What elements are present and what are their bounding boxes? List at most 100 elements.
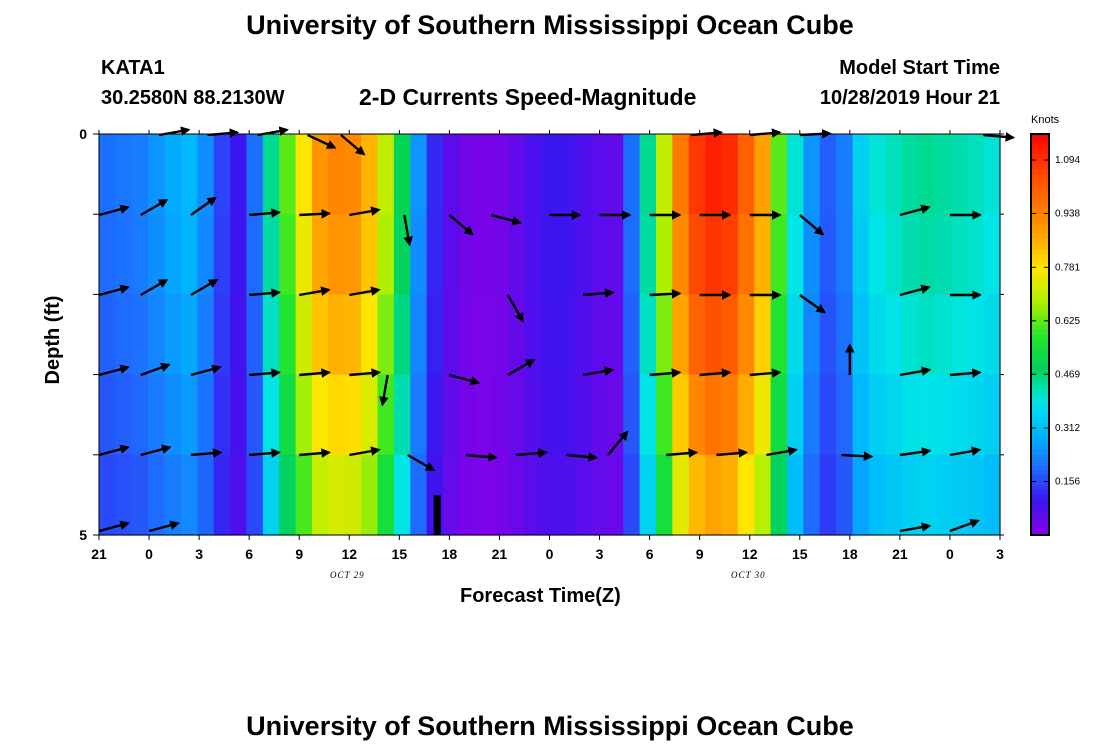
colorbar-step [1031, 394, 1049, 401]
heatmap-cell [148, 214, 166, 295]
current-vector [841, 451, 874, 461]
x-tick-label: 0 [546, 546, 554, 562]
heatmap-cell [213, 134, 231, 215]
x-tick-label: 3 [596, 546, 604, 562]
heatmap-cell [557, 134, 575, 215]
colorbar-step [1031, 244, 1049, 250]
current-vector [506, 294, 524, 323]
colorbar-step [1031, 489, 1049, 496]
heatmap-cell [950, 454, 968, 536]
heatmap-cell [557, 214, 575, 295]
heatmap-cell [803, 134, 821, 215]
colorbar-step [1031, 239, 1049, 245]
x-tick-label: 9 [696, 546, 704, 562]
heatmap-cell [99, 374, 116, 456]
heatmap-cell [197, 294, 215, 376]
heatmap-cell [672, 454, 690, 536]
heatmap-cell [606, 214, 624, 295]
heatmap-cell [737, 214, 755, 295]
colorbar-step [1031, 454, 1049, 461]
heatmap-cell [639, 374, 657, 456]
heatmap-cell [655, 134, 673, 215]
heatmap-cell [885, 374, 903, 456]
colorbar-step [1031, 279, 1049, 285]
y-tick-label: 5 [79, 527, 87, 543]
heatmap-cell [148, 454, 166, 536]
heatmap-cell [246, 294, 264, 376]
colorbar-step [1031, 359, 1049, 366]
colorbar-step [1031, 224, 1049, 230]
heatmap-cell [131, 454, 149, 536]
heatmap-cell [131, 134, 149, 215]
colorbar-step [1031, 409, 1049, 416]
heatmap-cell [311, 374, 329, 456]
heatmap-cell [131, 294, 149, 376]
colorbar-step [1031, 184, 1049, 190]
current-vector [299, 209, 332, 219]
heatmap-cell [705, 454, 723, 536]
current-vector [299, 368, 332, 378]
heatmap-cell [574, 214, 592, 295]
current-vector [582, 288, 615, 298]
heatmap-cell [901, 214, 919, 295]
colorbar-step [1031, 194, 1049, 200]
heatmap-cell [852, 454, 870, 536]
colorbar-step [1031, 314, 1049, 321]
x-tick-label: 18 [842, 546, 858, 562]
colorbar-step [1031, 309, 1049, 316]
heatmap-cell [819, 214, 837, 295]
heatmap-cell [180, 374, 198, 456]
colorbar-step [1031, 369, 1049, 376]
current-vector [949, 446, 982, 457]
heatmap-cell [328, 294, 346, 376]
colorbar-step [1031, 289, 1049, 295]
current-vector [582, 366, 615, 377]
heatmap-cell [131, 374, 149, 456]
heatmap-cell [721, 454, 739, 536]
heatmap-cell [754, 214, 772, 295]
current-vector [98, 364, 130, 377]
x-tick-label: 9 [295, 546, 303, 562]
heatmap-cell [705, 134, 723, 215]
current-vector [190, 196, 217, 216]
colorbar-step [1031, 444, 1049, 451]
x-axis-label: Forecast Time(Z) [460, 585, 621, 607]
heatmap-cell [328, 374, 346, 456]
colorbar-step [1031, 164, 1049, 170]
heatmap-cell [655, 374, 673, 456]
heatmap-cell [590, 294, 608, 376]
x-tick-label: 15 [392, 546, 408, 562]
colorbar-step [1031, 434, 1049, 441]
heatmap-cell [541, 294, 559, 376]
heatmap-cell [819, 454, 837, 536]
heatmap-cell [672, 374, 690, 456]
heatmap-cell [623, 134, 641, 215]
heatmap-cell [983, 134, 1001, 215]
current-vector [899, 447, 932, 457]
current-vector [140, 444, 172, 457]
heatmap-cell [262, 374, 280, 456]
current-vector [899, 284, 931, 297]
heatmap-cell [148, 134, 166, 215]
heatmap-cell [967, 134, 985, 215]
current-vector [98, 520, 130, 533]
heatmap-cell [688, 134, 706, 215]
model-start-label: Model Start Time [839, 57, 1000, 79]
heatmap-cell [311, 454, 329, 536]
heatmap-cell [410, 374, 428, 456]
heatmap-cell [213, 214, 231, 295]
heatmap-cell [443, 294, 460, 376]
colorbar-tick-label: 0.781 [1055, 262, 1080, 273]
heatmap-cell [197, 214, 215, 295]
heatmap-cell [115, 134, 133, 215]
heatmap-cell [950, 374, 968, 456]
heatmap-cell [230, 134, 248, 215]
heatmap-cell [688, 454, 706, 536]
heatmap-cell [967, 214, 985, 295]
heatmap-cell [836, 454, 854, 536]
heatmap-cell [246, 134, 264, 215]
heatmap-cell [705, 294, 723, 376]
heatmap-cell [623, 454, 641, 536]
current-vector [666, 448, 699, 458]
heatmap-cell [475, 134, 493, 215]
